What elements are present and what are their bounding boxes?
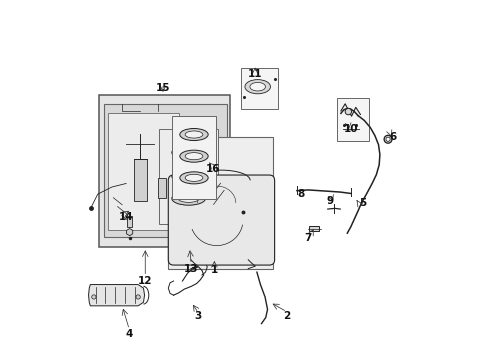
- Ellipse shape: [92, 295, 96, 299]
- Ellipse shape: [249, 82, 265, 91]
- Text: 16: 16: [205, 165, 220, 174]
- Bar: [99, 95, 230, 247]
- Bar: [309, 226, 319, 231]
- Ellipse shape: [171, 170, 205, 183]
- Text: 11: 11: [247, 69, 262, 79]
- Bar: [241, 68, 278, 109]
- Ellipse shape: [185, 131, 203, 138]
- Bar: [126, 216, 132, 227]
- Text: 14: 14: [118, 212, 133, 222]
- Ellipse shape: [345, 108, 351, 115]
- Ellipse shape: [171, 146, 205, 159]
- Bar: [134, 159, 146, 201]
- Text: 7: 7: [304, 234, 311, 243]
- Ellipse shape: [178, 172, 199, 180]
- Text: 2: 2: [283, 311, 290, 321]
- Ellipse shape: [185, 153, 203, 160]
- Bar: [104, 104, 226, 237]
- Ellipse shape: [178, 149, 199, 157]
- Ellipse shape: [171, 192, 205, 205]
- Ellipse shape: [180, 129, 208, 140]
- Text: 8: 8: [297, 189, 304, 199]
- Text: 4: 4: [125, 329, 133, 339]
- Text: 12: 12: [138, 276, 152, 286]
- Text: 10: 10: [343, 123, 357, 134]
- Ellipse shape: [178, 194, 199, 202]
- Ellipse shape: [136, 295, 140, 299]
- Ellipse shape: [180, 172, 208, 184]
- Bar: [168, 138, 272, 269]
- FancyBboxPatch shape: [168, 175, 274, 265]
- Text: 5: 5: [359, 198, 366, 208]
- Text: 15: 15: [155, 83, 170, 93]
- Ellipse shape: [185, 174, 203, 181]
- Bar: [171, 116, 216, 199]
- Ellipse shape: [180, 150, 208, 162]
- Polygon shape: [88, 284, 144, 306]
- Bar: [108, 113, 179, 230]
- Bar: [159, 129, 218, 224]
- Text: 6: 6: [389, 132, 396, 143]
- Text: 9: 9: [325, 196, 332, 206]
- Text: 13: 13: [183, 264, 198, 274]
- Bar: [336, 99, 368, 141]
- Text: 3: 3: [194, 311, 202, 321]
- Text: 1: 1: [210, 265, 218, 275]
- Bar: [158, 178, 165, 198]
- Ellipse shape: [244, 80, 270, 94]
